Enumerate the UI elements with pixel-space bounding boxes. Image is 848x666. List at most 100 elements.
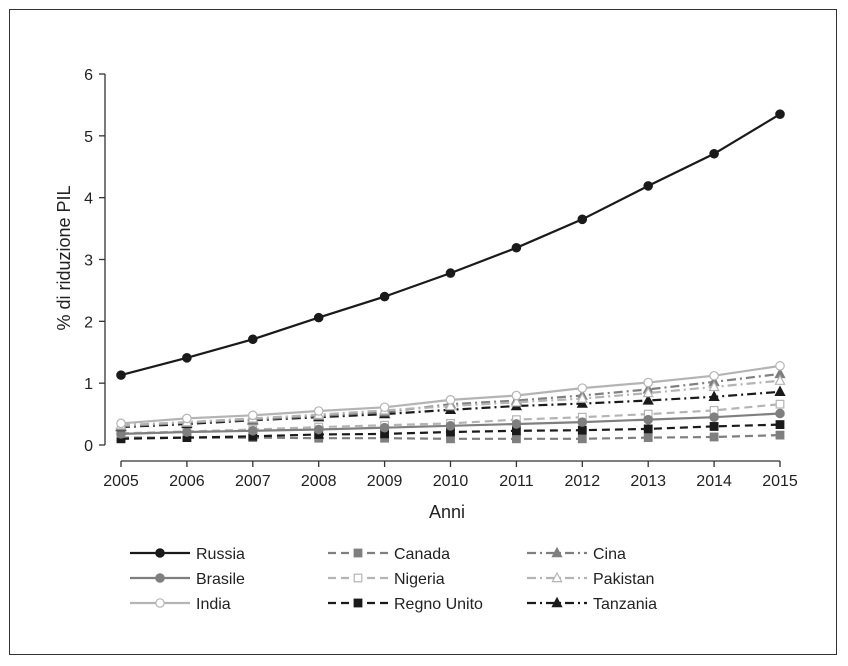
data-point [775,361,785,371]
data-point [775,408,785,419]
y-tick-label: 6 [84,67,93,84]
legend-label: Russia [196,546,245,563]
x-tick-label: 2008 [301,473,337,490]
x-tick-label: 2009 [367,473,403,490]
series-russia [116,109,785,380]
legend-label: Regno Unito [394,596,483,613]
legend-item: India [130,596,231,613]
legend-item: Pakistan [527,571,654,588]
legend-item: Regno Unito [328,596,483,613]
data-point [510,396,523,407]
legend: Russia Canada Cina Brasile Nigeria Pakistan In… [130,546,657,613]
y-tick-label: 4 [84,191,93,208]
legend-label: India [196,596,231,613]
data-point [445,421,456,431]
data-point [379,422,390,433]
legend-marker [155,548,165,558]
data-point [116,370,126,380]
x-tick-label: 2015 [762,473,798,490]
data-point [577,214,588,225]
data-point [248,410,258,421]
data-point [643,424,653,434]
legend-label: Cina [593,546,626,563]
legend-marker [155,598,165,608]
y-tick-label: 3 [84,253,93,270]
legend-marker [353,548,363,558]
y-tick-label: 0 [84,438,93,455]
data-point [511,390,522,401]
data-point [576,397,588,408]
series-india [116,361,785,429]
data-point [182,353,192,363]
data-point [708,380,720,392]
legend-item: Tanzania [527,596,657,613]
data-point [511,434,521,444]
legend-marker [353,598,363,608]
data-point [775,399,785,409]
data-point [182,427,192,437]
legend-marker [155,573,165,583]
data-point [379,291,390,302]
data-point [577,417,588,427]
data-point [182,413,192,424]
data-point [116,418,126,429]
data-point [642,394,654,405]
y-tick-label: 2 [84,314,93,331]
legend-marker [551,546,563,558]
y-tick-label: 5 [84,129,93,146]
data-point [313,424,324,435]
data-point [577,383,588,393]
series-line [120,113,781,377]
series-brasile [116,408,785,439]
legend-item: Cina [527,546,626,563]
data-point [708,390,720,401]
data-point [775,109,785,119]
data-point [774,385,786,397]
legend-marker [353,573,363,583]
legend-marker [551,571,563,583]
legend-label: Brasile [196,571,245,588]
x-tick-label: 2012 [565,473,601,490]
legend-label: Pakistan [593,571,654,588]
data-point [313,406,324,416]
data-point [379,402,390,413]
legend-marker [551,596,563,608]
legend-item: Nigeria [328,571,445,588]
data-point [774,374,786,385]
x-tick-label: 2014 [696,473,732,490]
data-point [313,312,324,323]
chart-frame [9,9,837,655]
data-point [709,412,719,422]
legend-item: Russia [130,546,245,563]
data-point [445,268,456,278]
x-tick-label: 2005 [103,473,139,490]
data-point [709,370,719,381]
data-point [577,434,587,444]
x-tick-label: 2013 [630,473,666,490]
data-point [445,395,456,405]
data-point [511,242,522,253]
x-axis-title: Anni [429,502,465,522]
x-tick-label: 2006 [169,473,205,490]
data-point [775,420,785,429]
y-tick-label: 1 [84,376,93,393]
data-point [709,148,719,159]
data-point [444,399,457,411]
x-tick-label: 2007 [235,473,271,490]
data-point [642,386,654,398]
data-point [577,425,587,435]
legend-label: Tanzania [593,596,657,613]
data-point [709,432,719,442]
series-line [120,364,781,425]
data-point [248,425,258,436]
data-point [643,414,653,425]
x-tick-label: 2010 [433,473,469,490]
data-point [775,430,785,440]
legend-label: Canada [394,546,450,563]
data-point [643,433,653,442]
data-point [709,422,719,431]
data-point [576,392,588,403]
data-point [511,419,522,429]
data-point [643,181,653,191]
